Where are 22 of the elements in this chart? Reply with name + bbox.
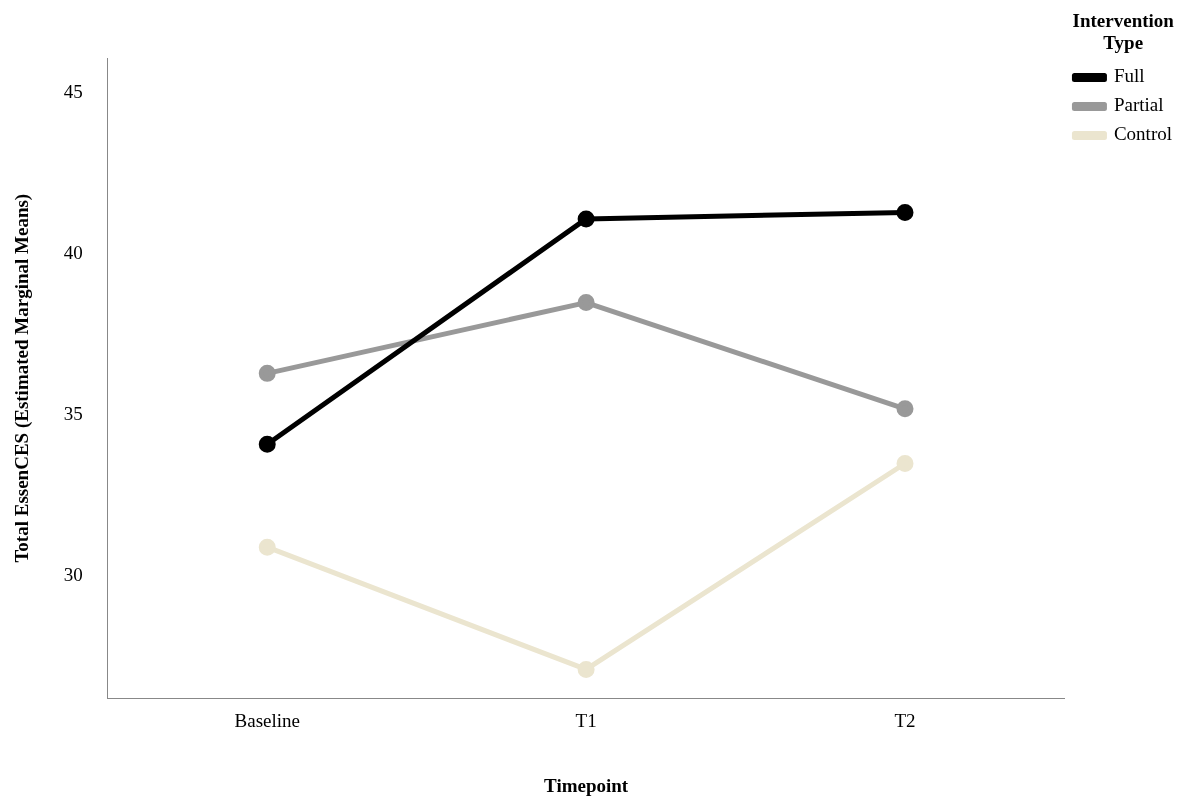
legend-label: Partial [1113, 94, 1164, 116]
legend-label: Full [1113, 65, 1145, 87]
point [896, 454, 914, 472]
point [896, 400, 914, 418]
point [896, 203, 914, 221]
y-axis-title: Total EssenCES (Estimated Marginal Means) [11, 193, 34, 563]
x-tick-label: T1 [575, 709, 597, 731]
point [577, 660, 595, 678]
point [577, 294, 595, 312]
y-tick-label: 30 [63, 564, 83, 586]
point [258, 435, 276, 453]
point [258, 538, 276, 556]
x-tick-label: Baseline [234, 709, 300, 731]
legend-title: Intervention Type [1072, 10, 1175, 54]
y-tick-label: 45 [63, 81, 83, 103]
point [577, 210, 595, 228]
legend-label: Control [1113, 123, 1172, 145]
x-tick-label: T2 [894, 709, 916, 731]
x-axis-title: Timepoint [544, 774, 629, 796]
y-tick-label: 40 [63, 242, 83, 264]
point [258, 364, 276, 382]
y-tick-label: 35 [63, 403, 83, 425]
